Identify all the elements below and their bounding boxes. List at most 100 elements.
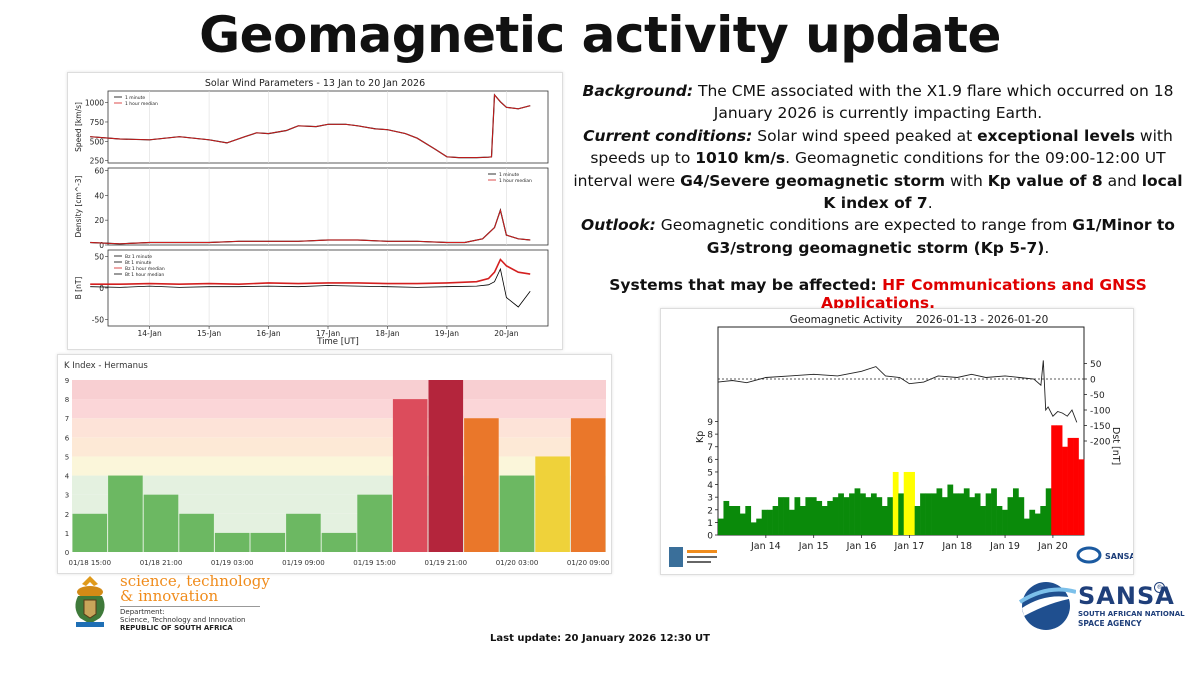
kp-bar [761, 509, 768, 535]
k-ytick-label: 7 [65, 415, 69, 423]
geomagnetic-activity-title: Geomagnetic Activity 2026-01-13 - 2026-0… [790, 314, 1049, 326]
kp-bar [865, 497, 872, 535]
k-ytick-label: 8 [65, 396, 69, 404]
kp-bar [914, 506, 921, 535]
kp-bar [821, 506, 828, 535]
kp-ytick-label: 5 [707, 468, 713, 478]
kp-bar [827, 500, 834, 535]
k-band [72, 418, 606, 438]
sw-ytick-label: 1000 [85, 99, 104, 108]
sw-xtick-label: 19-Jan [435, 329, 459, 338]
kp-bar [925, 493, 932, 535]
small-coat-of-arms-icon [669, 547, 683, 567]
kp-bar [734, 506, 741, 535]
kp-bar [816, 500, 823, 535]
kp-bar [991, 488, 997, 535]
kp-bar [980, 506, 986, 535]
k-bar [214, 532, 250, 552]
kp-bar [870, 493, 877, 535]
current-bold-2: 1010 km/s [695, 149, 786, 168]
k-bar [321, 532, 357, 552]
ga-xtick-label: Jan 16 [846, 541, 877, 552]
kp-bar [903, 471, 910, 535]
k-ytick-label: 2 [65, 511, 69, 519]
current-text-5: and [1102, 171, 1142, 190]
dst-axis-label: Dst [nT] [1110, 427, 1121, 465]
kp-bar [723, 500, 730, 535]
sw-ylabel: Speed [km/s] [74, 102, 83, 152]
small-sansa-text: SANSA [1105, 552, 1133, 561]
k-bar [535, 456, 570, 552]
kp-bar [892, 471, 899, 535]
kp-bar [963, 488, 970, 535]
sw-series-line [90, 267, 531, 308]
sw-legend-label: 1 hour median [125, 101, 158, 107]
systems-affected: Systems that may be affected: HF Communi… [572, 276, 1184, 312]
sw-ytick-label: 500 [90, 137, 105, 146]
current-text-2: with speeds up to [590, 126, 1173, 168]
sw-ylabel: Density [cm^-3] [74, 175, 83, 237]
k-xtick-label: 01/20 03:00 [496, 559, 539, 567]
geomagnetic-activity-content: 0 1 2 3 4 5 6 7 8 9 50 0 -50 -100 -150 -200 Jan 14 Jan 15… [707, 326, 1111, 552]
kp-bar [898, 493, 905, 535]
ga-xtick-label: Jan 15 [798, 541, 829, 552]
kp-ytick-label: 2 [707, 506, 713, 516]
kp-bar [985, 493, 992, 535]
kp-bar [794, 497, 801, 535]
text-panel: Background: The CME associated with the … [572, 80, 1184, 259]
sw-series-line [90, 93, 531, 159]
solar-wind-title: Solar Wind Parameters - 13 Jan to 20 Jan… [205, 78, 425, 89]
sw-xtick-label: 17-Jan [316, 329, 340, 338]
kp-bar [832, 497, 839, 535]
sw-series-line [90, 258, 531, 286]
sw-ytick-label: -50 [92, 316, 104, 325]
kp-ytick-label: 1 [707, 519, 713, 529]
sansa-sub1: SOUTH AFRICAN NATIONAL [1078, 610, 1185, 618]
k-ytick-label: 3 [65, 492, 69, 500]
systems-value: HF Communications and GNSS Applications. [821, 276, 1147, 312]
kp-bar [1023, 518, 1030, 535]
ga-xtick-label: Jan 14 [750, 541, 781, 552]
k-bar [499, 475, 535, 552]
k-xtick-label: 01/19 03:00 [211, 559, 254, 567]
current-bold-1: exceptional levels [977, 126, 1135, 145]
kp-bar [750, 522, 757, 535]
k-bar [428, 380, 464, 552]
k-band [72, 456, 606, 476]
kp-bar [887, 497, 894, 535]
kp-bar [1007, 497, 1014, 535]
current-text-6: . [927, 194, 933, 213]
k-bar [357, 494, 392, 552]
kp-bar [974, 493, 981, 535]
k-ytick-label: 0 [65, 549, 69, 557]
kp-bar [941, 497, 948, 535]
ga-xtick-label: Jan 17 [893, 541, 924, 552]
dst-line [717, 360, 1078, 423]
geomagnetic-activity-chart: Geomagnetic Activity 2026-01-13 - 2026-0… [660, 308, 1136, 575]
k-ytick-label: 9 [65, 377, 69, 385]
kp-bar [783, 497, 790, 535]
ga-xtick-label: Jan 19 [989, 541, 1020, 552]
dsti-logo: science, technology & innovation Departm… [68, 574, 270, 634]
k-xtick-label: 01/18 21:00 [140, 559, 183, 567]
sansa-logo: SANSA SOUTH AFRICAN NATIONAL SPACE AGENC… [1016, 578, 1185, 636]
dsti-divider [120, 606, 260, 607]
k-bar [179, 513, 214, 552]
kp-bar [947, 484, 954, 535]
dsti-dept: Department: [120, 608, 165, 616]
k-index-bars [72, 380, 606, 552]
sansa-swoosh-icon [1018, 582, 1076, 630]
kp-bar [952, 493, 959, 535]
kp-bar [876, 497, 883, 535]
dsti-line1: science, technology [120, 572, 270, 590]
background-text: The CME associated with the X1.9 flare w… [693, 82, 1174, 123]
current-bold-5: local K index of 7 [823, 171, 1183, 213]
kp-bar [756, 518, 763, 535]
kp-bar [810, 497, 817, 535]
current-text-4: with [945, 171, 988, 190]
kp-bar [931, 493, 937, 535]
outlook-text-1: Geomagnetic conditions are expected to r… [655, 216, 1073, 235]
kp-bar [1045, 488, 1052, 535]
kp-bar [1029, 509, 1036, 535]
